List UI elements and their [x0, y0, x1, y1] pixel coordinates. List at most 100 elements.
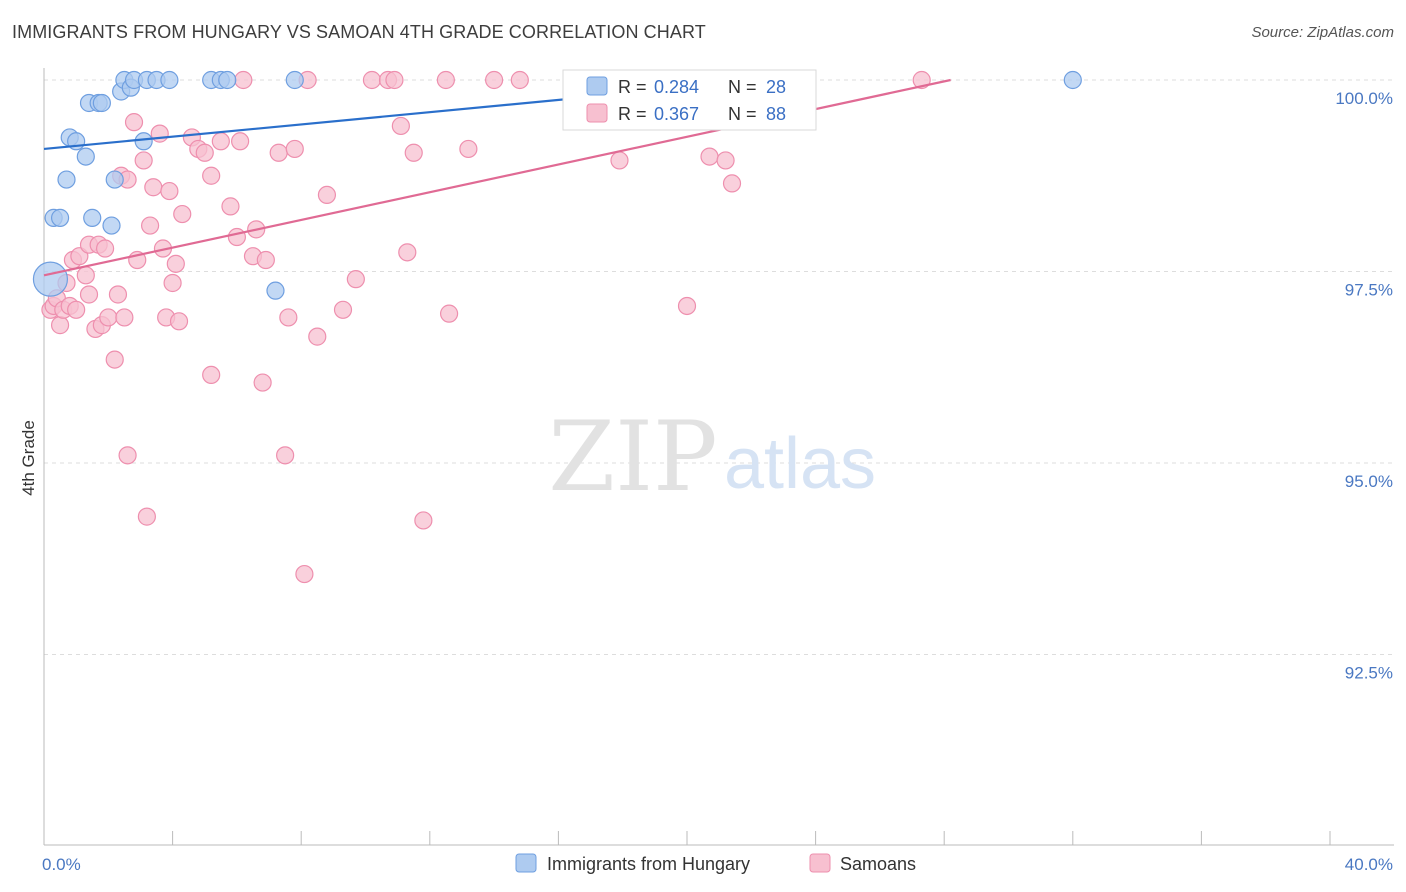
hungary-point [160, 70, 179, 90]
watermark-atlas: atlas [724, 424, 876, 504]
hungary-point [83, 208, 102, 227]
samoans-point [79, 285, 99, 304]
samoans-point [115, 308, 134, 327]
samoans-point [439, 304, 459, 323]
legend-r-label-samoans: R = [618, 104, 647, 124]
legend-swatch-samoans [586, 103, 608, 123]
source-label: Source: ZipAtlas.com [1251, 24, 1394, 41]
samoans-point [76, 266, 95, 285]
legend-n-value-hungary: 28 [766, 77, 786, 97]
samoans-point [317, 185, 337, 204]
legend-n-label-samoans: N = [728, 104, 757, 124]
samoans-point [160, 181, 179, 201]
hungary-point [105, 170, 124, 189]
samoans-point [221, 197, 240, 216]
samoans-point [173, 204, 192, 224]
samoans-point [50, 316, 70, 335]
bottom-legend-hungary: Immigrants from Hungary [547, 854, 750, 874]
samoans-point [716, 151, 735, 170]
hungary-point [76, 147, 95, 166]
watermark-zip: ZIP [548, 401, 717, 513]
hungary-point [1063, 70, 1082, 90]
samoans-point [295, 564, 314, 584]
x-tick-label-min: 0.0% [42, 855, 81, 874]
samoans-point [722, 174, 742, 193]
samoans-point [231, 132, 250, 151]
hungary-point [50, 208, 70, 227]
samoans-point [211, 132, 230, 151]
samoans-point [140, 216, 160, 235]
hungary-point [102, 216, 121, 235]
samoans-point [137, 507, 156, 526]
samoans-point [169, 312, 189, 331]
legend-r-label-hungary: R = [618, 77, 647, 97]
legend-swatch-hungary [586, 76, 608, 96]
samoans-point [202, 166, 221, 185]
samoans-point [436, 70, 455, 90]
hungary-point [285, 70, 304, 90]
samoans-points [41, 70, 931, 584]
hungary-point [266, 281, 285, 300]
samoans-point [391, 116, 410, 136]
samoans-point [253, 373, 272, 392]
samoans-point [227, 227, 246, 247]
samoans-point [202, 365, 221, 385]
samoans-point [677, 296, 697, 316]
watermark: ZIP atlas [548, 401, 876, 513]
hungary-point [32, 261, 69, 297]
samoans-point [163, 273, 182, 293]
legend-r-value-hungary: 0.284 [654, 77, 699, 97]
samoans-point [362, 70, 382, 90]
samoans-point [414, 511, 433, 530]
samoans-point [108, 285, 128, 304]
samoans-point [398, 243, 417, 262]
samoans-point [195, 143, 214, 162]
legend-n-label-hungary: N = [728, 77, 757, 97]
hungary-point [134, 132, 153, 151]
samoans-point [279, 308, 298, 327]
legend-box: R = 0.284 N = 28 R = 0.367 N = 88 [562, 69, 817, 131]
samoans-point [234, 70, 253, 90]
samoans-point [269, 143, 288, 162]
samoans-point [256, 250, 275, 270]
samoans-point [510, 70, 529, 90]
bottom-legend-swatch-hungary [515, 853, 537, 873]
samoans-point [276, 446, 295, 465]
legend-n-value-samoans: 88 [766, 104, 786, 124]
hungary-point [57, 170, 76, 189]
y-tick-label: 92.5% [1345, 664, 1393, 683]
samoans-point [134, 151, 153, 170]
hungary-point [218, 70, 237, 90]
samoans-point [166, 254, 185, 273]
y-tick-label: 97.5% [1345, 281, 1393, 300]
samoans-point [308, 327, 327, 346]
samoans-point [118, 446, 137, 465]
samoans-point [610, 151, 629, 170]
samoans-point [459, 139, 478, 159]
samoans-point [346, 270, 365, 289]
axes [43, 68, 1394, 846]
samoans-point [700, 147, 719, 166]
legend-r-value-samoans: 0.367 [654, 104, 699, 124]
bottom-legend-swatch-samoans [809, 853, 831, 873]
x-tick-labels: 0.0% 40.0% [42, 855, 1393, 874]
samoans-point [385, 70, 404, 90]
y-tick-label: 100.0% [1335, 89, 1393, 108]
samoans-point [485, 70, 504, 90]
y-axis-label: 4th Grade [19, 420, 38, 496]
samoans-point [105, 350, 124, 369]
y-tick-labels: 92.5% 95.0% 97.5% 100.0% [1335, 89, 1393, 683]
x-tick-label-max: 40.0% [1345, 855, 1393, 874]
samoans-point [404, 143, 423, 162]
samoans-point [67, 300, 86, 319]
samoans-point [333, 300, 353, 319]
y-tick-label: 95.0% [1345, 472, 1393, 491]
hungary-point [92, 93, 111, 113]
samoans-point [144, 178, 163, 197]
samoans-point [285, 139, 304, 159]
bottom-legend-samoans: Samoans [840, 854, 916, 874]
samoans-point [95, 239, 115, 258]
samoans-point [124, 113, 144, 132]
hungary-points [32, 70, 1082, 300]
